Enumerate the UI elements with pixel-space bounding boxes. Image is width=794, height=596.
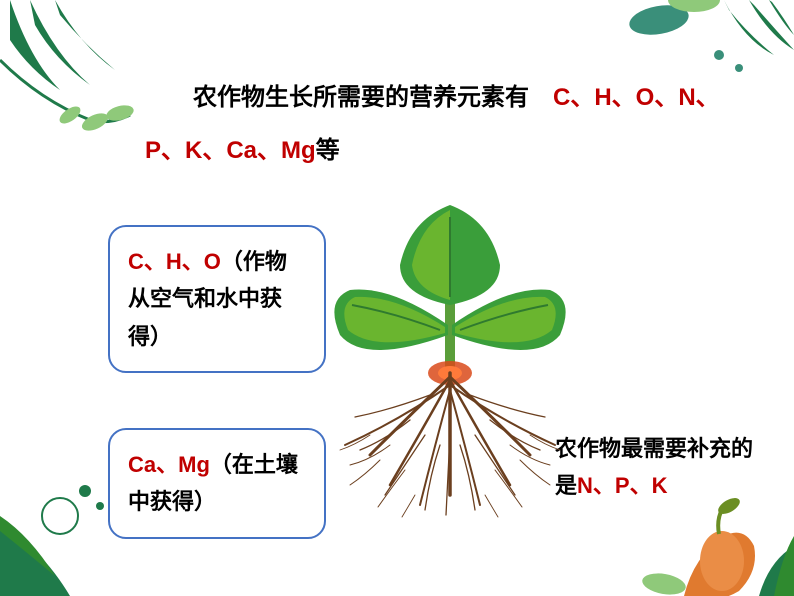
- heading-text: 农作物生长所需要的营养元素有 C、H、O、N、P、K、Ca、Mg等: [145, 72, 724, 178]
- plant-illustration: [330, 195, 570, 525]
- callout-elements: N、P、K: [577, 473, 667, 498]
- heading-lead: 农作物生长所需要的营养元素有: [193, 84, 553, 111]
- callout-npk: 农作物最需要补充的是N、P、K: [555, 430, 765, 505]
- box1-elements: C、H、O: [128, 249, 221, 274]
- box-camg: Ca、Mg（在土壤中获得）: [108, 428, 326, 539]
- box-cho: C、H、O（作物从空气和水中获得）: [108, 225, 326, 373]
- heading-tail: 等: [316, 137, 340, 164]
- box2-elements: Ca、Mg: [128, 452, 210, 477]
